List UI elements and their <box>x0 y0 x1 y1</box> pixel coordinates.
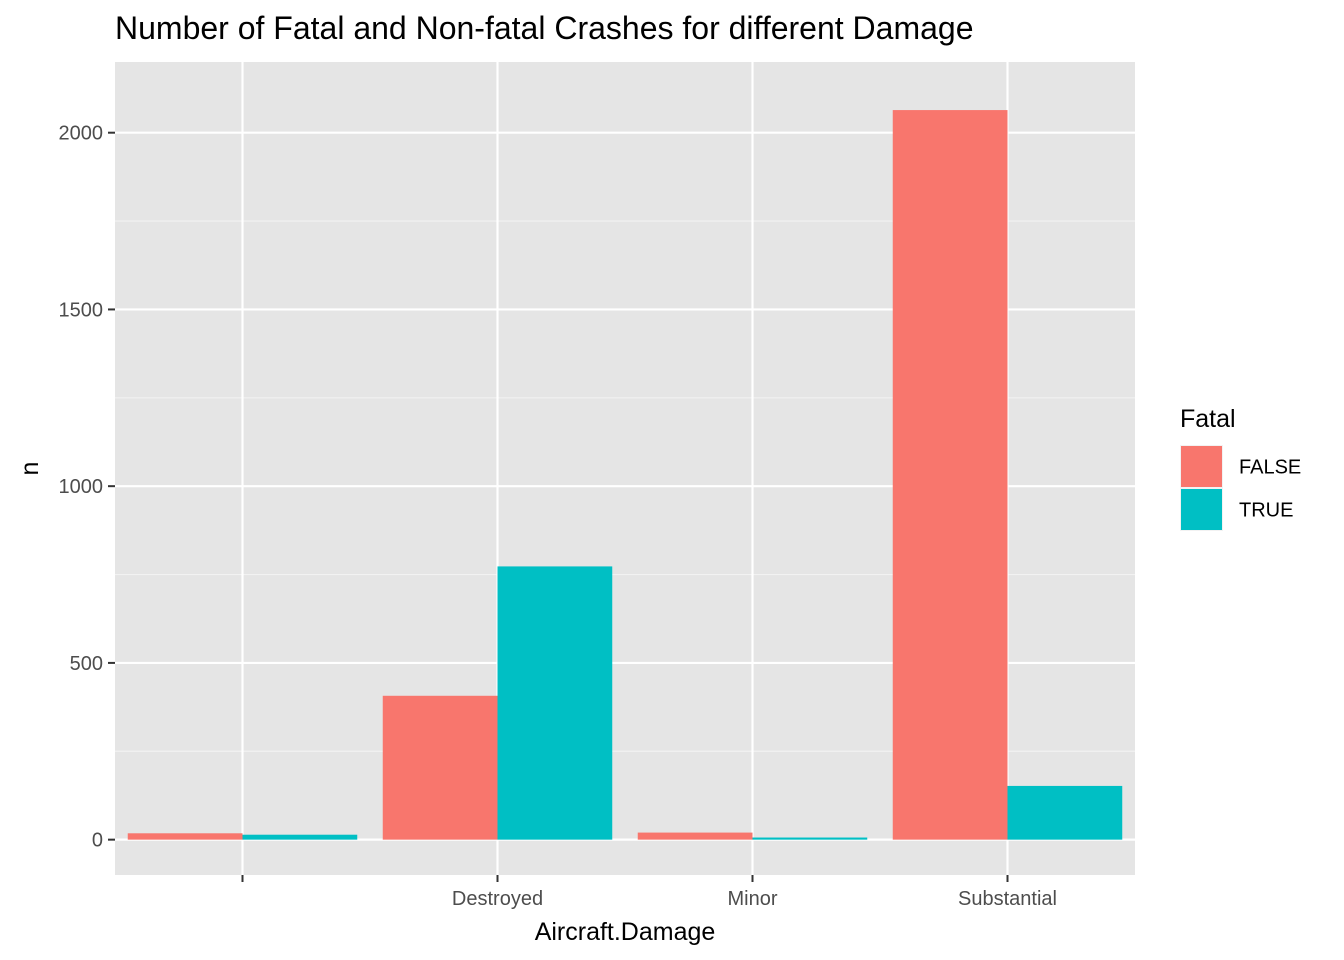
x-tick-label: Destroyed <box>452 888 543 910</box>
x-axis: Destroyed Minor Substantial <box>241 875 1057 910</box>
x-tick-label: Minor <box>727 888 777 910</box>
bar-true <box>1007 785 1123 840</box>
bars <box>127 110 1123 840</box>
bar-true <box>752 837 868 840</box>
legend-key-true <box>1181 489 1222 530</box>
legend-key-false <box>1181 446 1222 487</box>
y-tick-label: 1000 <box>59 476 104 498</box>
x-axis-title: Aircraft.Damage <box>535 918 716 946</box>
bar-false <box>127 833 243 840</box>
legend-label: FALSE <box>1239 457 1301 479</box>
y-axis: 0 500 1000 1500 2000 <box>59 123 115 852</box>
y-axis-title: n <box>16 462 44 476</box>
legend-label: TRUE <box>1239 500 1293 522</box>
legend: Fatal FALSE TRUE <box>1180 405 1301 531</box>
y-tick-label: 0 <box>92 830 103 852</box>
y-tick-label: 500 <box>70 653 103 675</box>
bar-false <box>382 695 498 840</box>
bar-false <box>892 110 1008 840</box>
bar-false <box>637 832 753 840</box>
legend-title: Fatal <box>1180 405 1236 433</box>
bar-true <box>497 566 613 840</box>
y-tick-label: 1500 <box>59 299 104 321</box>
bar-true <box>242 834 358 840</box>
y-tick-label: 2000 <box>59 123 104 145</box>
x-tick-label: Substantial <box>958 888 1057 910</box>
chart-title: Number of Fatal and Non-fatal Crashes fo… <box>115 10 974 46</box>
